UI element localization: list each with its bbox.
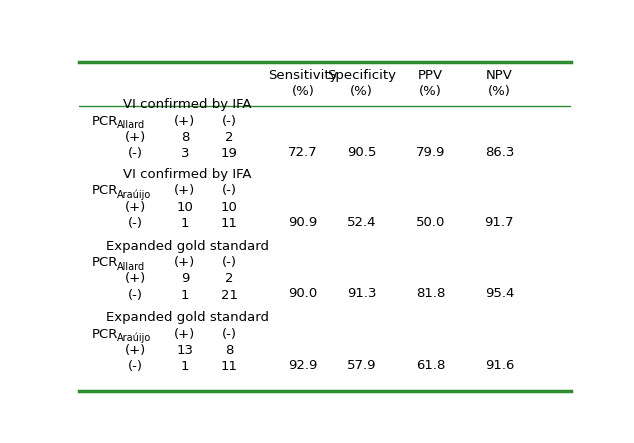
Text: 81.8: 81.8 bbox=[416, 287, 445, 300]
Text: Allard: Allard bbox=[117, 262, 145, 272]
Text: 90.9: 90.9 bbox=[288, 215, 318, 229]
Text: (-): (-) bbox=[128, 361, 143, 373]
Text: PCR: PCR bbox=[91, 115, 118, 128]
Text: 95.4: 95.4 bbox=[484, 287, 514, 300]
Text: (-): (-) bbox=[222, 328, 236, 341]
Text: 9: 9 bbox=[181, 272, 189, 285]
Text: 3: 3 bbox=[181, 147, 189, 160]
Text: 21: 21 bbox=[221, 289, 238, 302]
Text: VI confirmed by IFA: VI confirmed by IFA bbox=[123, 98, 252, 111]
Text: Expanded gold standard: Expanded gold standard bbox=[106, 311, 269, 324]
Text: (+): (+) bbox=[125, 344, 146, 357]
Text: 1: 1 bbox=[181, 217, 189, 230]
Text: 2: 2 bbox=[225, 272, 233, 285]
Text: 91.6: 91.6 bbox=[484, 359, 514, 372]
Text: (+): (+) bbox=[174, 115, 195, 128]
Text: 13: 13 bbox=[176, 344, 193, 357]
Text: 91.7: 91.7 bbox=[484, 215, 514, 229]
Text: NPV: NPV bbox=[486, 69, 513, 82]
Text: 92.9: 92.9 bbox=[288, 359, 318, 372]
Text: (-): (-) bbox=[128, 147, 143, 160]
Text: 8: 8 bbox=[225, 344, 233, 357]
Text: (-): (-) bbox=[222, 184, 236, 198]
Text: (+): (+) bbox=[174, 184, 195, 198]
Text: 57.9: 57.9 bbox=[347, 359, 377, 372]
Text: VI confirmed by IFA: VI confirmed by IFA bbox=[123, 168, 252, 181]
Text: (-): (-) bbox=[128, 289, 143, 302]
Text: (-): (-) bbox=[128, 217, 143, 230]
Text: Araúijo: Araúijo bbox=[117, 190, 152, 200]
Text: 11: 11 bbox=[221, 361, 238, 373]
Text: PCR: PCR bbox=[91, 184, 118, 198]
Text: (+): (+) bbox=[174, 328, 195, 341]
Text: (%): (%) bbox=[488, 85, 511, 98]
Text: 10: 10 bbox=[176, 201, 193, 214]
Text: 86.3: 86.3 bbox=[484, 146, 514, 159]
Text: (-): (-) bbox=[222, 256, 236, 269]
Text: 90.0: 90.0 bbox=[288, 287, 318, 300]
Text: 8: 8 bbox=[181, 131, 189, 144]
Text: (%): (%) bbox=[419, 85, 442, 98]
Text: (+): (+) bbox=[125, 201, 146, 214]
Text: (%): (%) bbox=[292, 85, 314, 98]
Text: (+): (+) bbox=[125, 131, 146, 144]
Text: Sensitivity: Sensitivity bbox=[268, 69, 337, 82]
Text: 72.7: 72.7 bbox=[288, 146, 318, 159]
Text: 61.8: 61.8 bbox=[416, 359, 445, 372]
Text: PCR: PCR bbox=[91, 328, 118, 341]
Text: (+): (+) bbox=[174, 256, 195, 269]
Text: 1: 1 bbox=[181, 289, 189, 302]
Text: 90.5: 90.5 bbox=[347, 146, 377, 159]
Text: 19: 19 bbox=[221, 147, 238, 160]
Text: 52.4: 52.4 bbox=[347, 215, 377, 229]
Text: Expanded gold standard: Expanded gold standard bbox=[106, 240, 269, 253]
Text: 50.0: 50.0 bbox=[416, 215, 445, 229]
Text: Araúijo: Araúijo bbox=[117, 333, 152, 343]
Text: (+): (+) bbox=[125, 272, 146, 285]
Text: PPV: PPV bbox=[418, 69, 443, 82]
Text: PCR: PCR bbox=[91, 256, 118, 269]
Text: (%): (%) bbox=[351, 85, 373, 98]
Text: Specificity: Specificity bbox=[327, 69, 396, 82]
Text: 2: 2 bbox=[225, 131, 233, 144]
Text: 11: 11 bbox=[221, 217, 238, 230]
Text: Allard: Allard bbox=[117, 120, 145, 130]
Text: 10: 10 bbox=[221, 201, 238, 214]
Text: 79.9: 79.9 bbox=[416, 146, 445, 159]
Text: 1: 1 bbox=[181, 361, 189, 373]
Text: (-): (-) bbox=[222, 115, 236, 128]
Text: 91.3: 91.3 bbox=[347, 287, 377, 300]
